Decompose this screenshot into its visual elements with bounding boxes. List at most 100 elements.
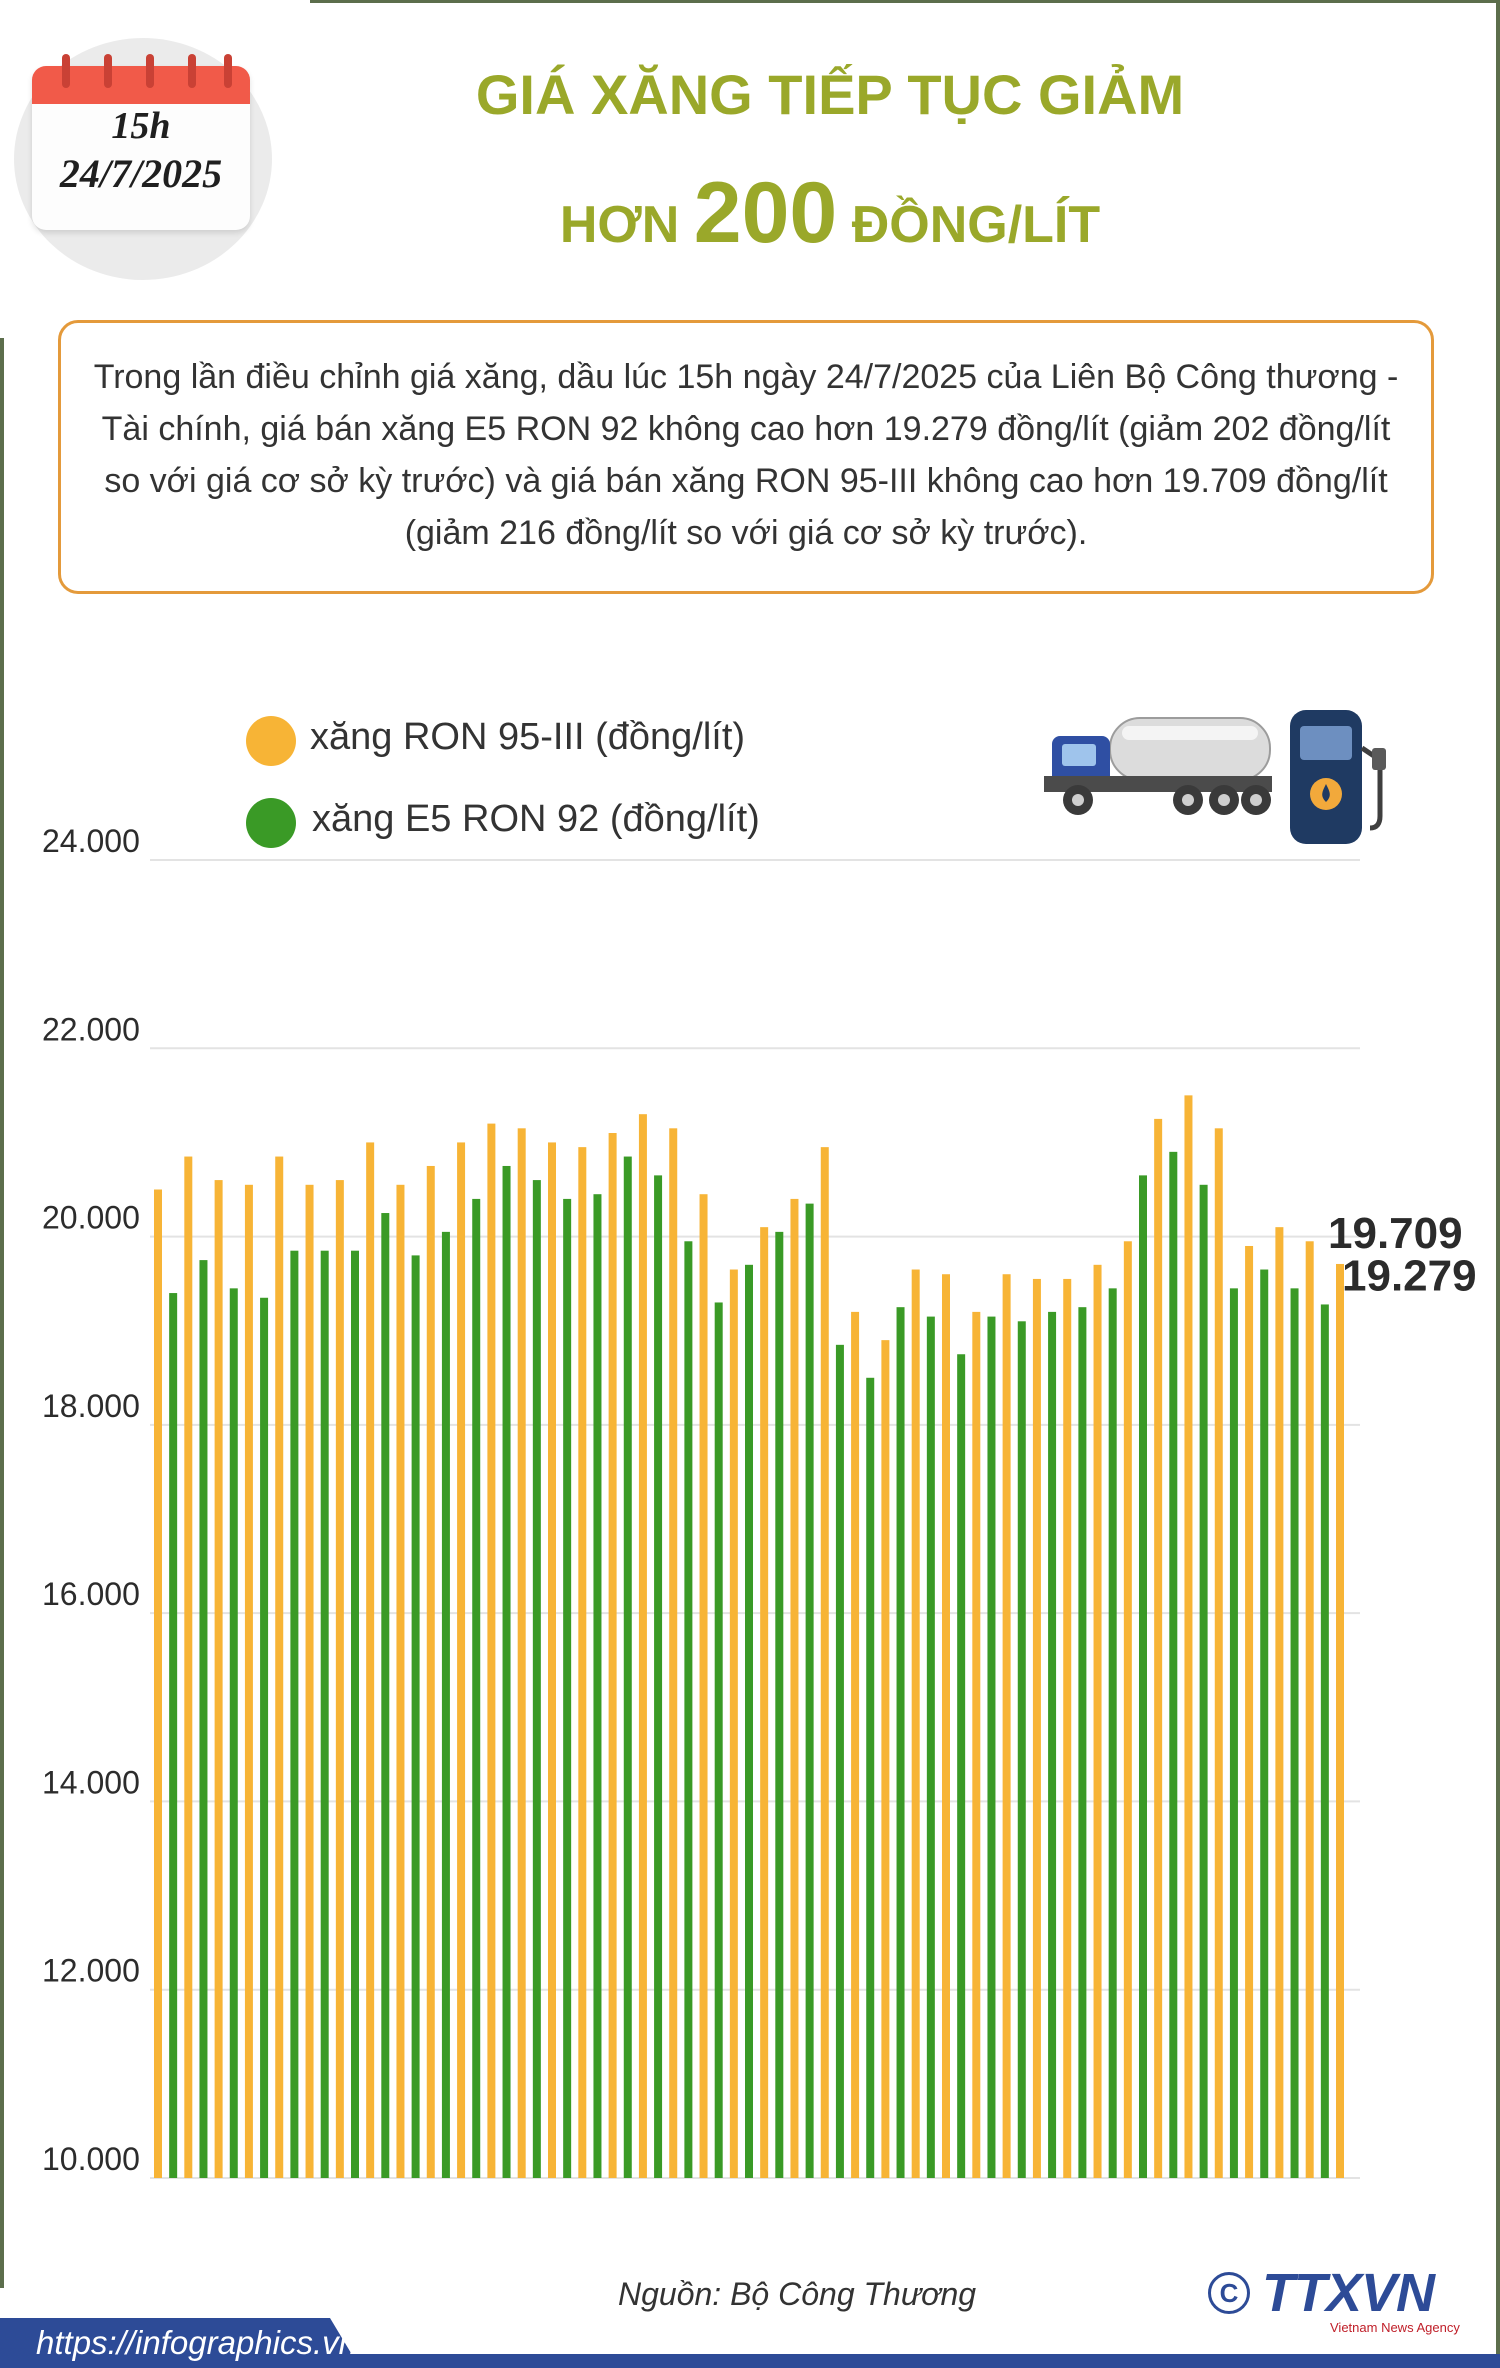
calendar-ring-icon: [104, 54, 112, 88]
chart-gridlines: [150, 859, 1360, 2179]
bar-e5: [441, 1231, 450, 2178]
bar-ron95: [244, 1184, 253, 2178]
bar-ron95: [608, 1133, 617, 2178]
bar-e5: [502, 1165, 511, 2178]
bar-ron95: [1336, 1263, 1344, 2178]
bar-ron95: [487, 1123, 496, 2178]
bar-e5: [320, 1250, 329, 2178]
bar-e5: [381, 1213, 390, 2178]
bar-ron95: [578, 1147, 587, 2178]
bar-ron95: [1275, 1227, 1284, 2178]
bar-e5: [896, 1307, 905, 2178]
bar-ron95: [1245, 1245, 1254, 2178]
calendar-ring-icon: [62, 54, 70, 88]
calendar-ring-icon: [224, 54, 232, 88]
copyright-icon: C: [1208, 2272, 1250, 2314]
legend-e5-label: xăng E5 RON 92 (đồng/lít): [312, 798, 760, 840]
bar-e5: [805, 1203, 814, 2178]
summary-box: Trong lần điều chỉnh giá xăng, dầu lúc 1…: [58, 320, 1434, 594]
bar-ron95: [851, 1311, 860, 2178]
bar-e5: [1017, 1321, 1026, 2178]
bar-ron95: [669, 1128, 678, 2178]
chart-y-axis: 24.000 22.000 20.000 18.000 16.000 14.000 12.0…: [42, 823, 140, 2177]
bar-ron95: [184, 1156, 193, 2178]
bar-ron95: [1123, 1241, 1132, 2178]
bar-ron95: [638, 1114, 647, 2178]
bar-e5: [1108, 1288, 1117, 2178]
legend-ron95-label: xăng RON 95-III (đồng/lít): [310, 716, 746, 758]
bar-ron95: [335, 1180, 344, 2178]
subtitle-suffix: ĐỒNG/LÍT: [851, 196, 1101, 254]
chart-bars: [154, 1095, 1344, 2178]
summary-text: Trong lần điều chỉnh giá xăng, dầu lúc 1…: [93, 358, 1399, 552]
bar-ron95: [1214, 1128, 1223, 2178]
bar-e5: [229, 1288, 238, 2178]
ttxvn-logo-subtitle: Vietnam News Agency: [1330, 2320, 1460, 2335]
bar-ron95: [457, 1142, 466, 2178]
bar-e5: [472, 1198, 481, 2178]
frame-right-border: [1496, 0, 1500, 2368]
bar-e5: [866, 1377, 875, 2178]
bar-ron95: [1154, 1118, 1163, 2178]
y-tick-label: 20.000: [42, 1200, 140, 1236]
calendar-ring-icon: [188, 54, 196, 88]
bar-ron95: [275, 1156, 284, 2178]
bar-ron95: [1063, 1278, 1072, 2178]
bar-e5: [260, 1297, 269, 2178]
bar-ron95: [1184, 1095, 1193, 2178]
bar-e5: [199, 1260, 208, 2178]
bar-ron95: [942, 1274, 950, 2178]
y-tick-label: 14.000: [42, 1764, 140, 1800]
bar-ron95: [305, 1184, 314, 2178]
bar-e5: [1260, 1269, 1269, 2178]
page-subtitle: HƠN 200 ĐỒNG/LÍT: [330, 164, 1330, 263]
bar-ron95: [820, 1147, 829, 2178]
bar-e5: [1048, 1311, 1057, 2178]
bar-e5: [987, 1316, 996, 2178]
bar-e5: [1320, 1304, 1329, 2178]
bar-e5: [532, 1180, 541, 2178]
calendar-icon: 15h 24/7/2025: [32, 66, 250, 230]
legend-ron95-swatch: [246, 716, 296, 766]
bar-ron95: [154, 1189, 162, 2178]
value-label-e5: 19.279: [1342, 1251, 1477, 1300]
y-tick-label: 24.000: [42, 823, 140, 859]
bar-e5: [563, 1198, 572, 2178]
value-label-ron95: 19.709: [1328, 1209, 1463, 1258]
fuel-pump-icon: [1290, 710, 1386, 844]
bar-ron95: [1093, 1264, 1102, 2178]
source-note: Nguồn: Bộ Công Thương: [618, 2276, 977, 2312]
bar-ron95: [729, 1269, 738, 2178]
bar-ron95: [790, 1198, 799, 2178]
legend-e5-swatch: [246, 798, 296, 848]
bar-e5: [1229, 1288, 1238, 2178]
bar-e5: [714, 1302, 723, 2178]
bar-ron95: [760, 1227, 769, 2178]
bar-ron95: [396, 1184, 405, 2178]
footer-strip: [340, 2354, 1500, 2368]
ttxvn-logo: TTXVN: [1262, 2263, 1435, 2323]
bar-ron95: [548, 1142, 556, 2178]
bar-e5: [835, 1344, 844, 2178]
bar-ron95: [1032, 1278, 1041, 2178]
footer-website-link[interactable]: https://infographics.vn: [36, 2324, 358, 2361]
bar-e5: [169, 1293, 178, 2178]
bar-ron95: [214, 1180, 223, 2178]
bar-ron95: [517, 1128, 526, 2178]
calendar-ring-icon: [146, 54, 154, 88]
y-tick-label: 18.000: [42, 1388, 140, 1424]
bar-e5: [623, 1156, 632, 2178]
bar-ron95: [881, 1340, 890, 2178]
bar-ron95: [1305, 1241, 1314, 2178]
bar-ron95: [1002, 1274, 1011, 2178]
calendar-date: 24/7/2025: [59, 151, 223, 196]
page-title: GIÁ XĂNG TIẾP TỤC GIẢM: [475, 63, 1185, 126]
bar-e5: [775, 1231, 784, 2178]
y-tick-label: 12.000: [42, 1953, 140, 1989]
bar-e5: [1290, 1288, 1299, 2178]
y-tick-label: 22.000: [42, 1011, 140, 1047]
frame-top-border: [310, 0, 1496, 3]
